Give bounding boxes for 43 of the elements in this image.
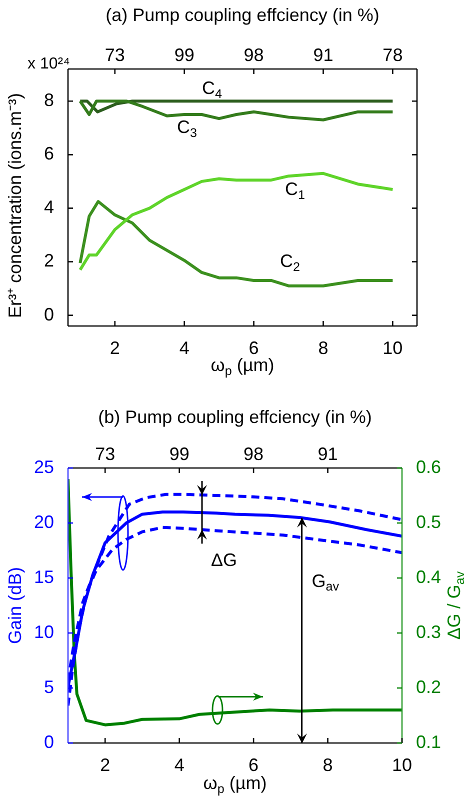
annotation: ΔG (211, 550, 238, 570)
text: 91 (318, 444, 338, 464)
x-tick-label: 6 (248, 338, 259, 358)
y-axis-title: Er³⁺ concentration (ions.m⁻³) (4, 92, 25, 318)
chart-title: (a) Pump coupling effciency (in %) (106, 4, 380, 25)
y2-tick-label: 0.5 (416, 512, 442, 532)
y-tick-label: 15 (34, 566, 54, 587)
y2-tick-label: 0.1 (416, 732, 442, 752)
text: 78 (382, 44, 403, 65)
y2-tick-label: 0.2 (416, 676, 442, 697)
y2-tick-label: 0.3 (416, 622, 442, 642)
x-tick-label: 2 (100, 754, 110, 775)
text: 99 (169, 444, 190, 464)
y-tick-label: 4 (44, 197, 54, 218)
x-tick-label: 8 (322, 754, 333, 775)
x-tick-label: 10 (392, 754, 412, 775)
y-tick-label: 20 (34, 512, 54, 532)
y-tick-label: 0 (44, 304, 54, 324)
text: 98 (244, 44, 264, 65)
x-tick-label: 6 (248, 754, 259, 775)
y-tick-label: 8 (44, 90, 54, 110)
y2-axis-title: ΔG / Gav (444, 570, 467, 640)
text: 73 (95, 444, 116, 464)
x-tick-label: 8 (318, 338, 328, 358)
annotation: x 10²⁴ (28, 55, 70, 72)
text: 99 (174, 44, 194, 65)
x-tick-label: 4 (174, 754, 184, 775)
y-tick-label: 6 (44, 144, 54, 164)
y-tick-label: 25 (34, 456, 54, 477)
text: 91 (313, 44, 334, 65)
y-tick-label: 0 (44, 732, 54, 752)
x-tick-label: 2 (110, 338, 120, 358)
y-axis-title: Gain (dB) (4, 566, 25, 644)
y-tick-label: 5 (44, 676, 54, 697)
y2-tick-label: 0.4 (416, 566, 442, 587)
y-tick-label: 2 (44, 250, 54, 271)
text: 98 (244, 444, 264, 464)
x-tick-label: 4 (179, 338, 190, 358)
text: 73 (104, 44, 125, 65)
x-tick-label: 10 (382, 338, 403, 358)
y-tick-label: 10 (34, 622, 54, 642)
chart-title: (b) Pump coupling effciency (in %) (98, 406, 372, 427)
y2-tick-label: 0.6 (416, 456, 442, 477)
